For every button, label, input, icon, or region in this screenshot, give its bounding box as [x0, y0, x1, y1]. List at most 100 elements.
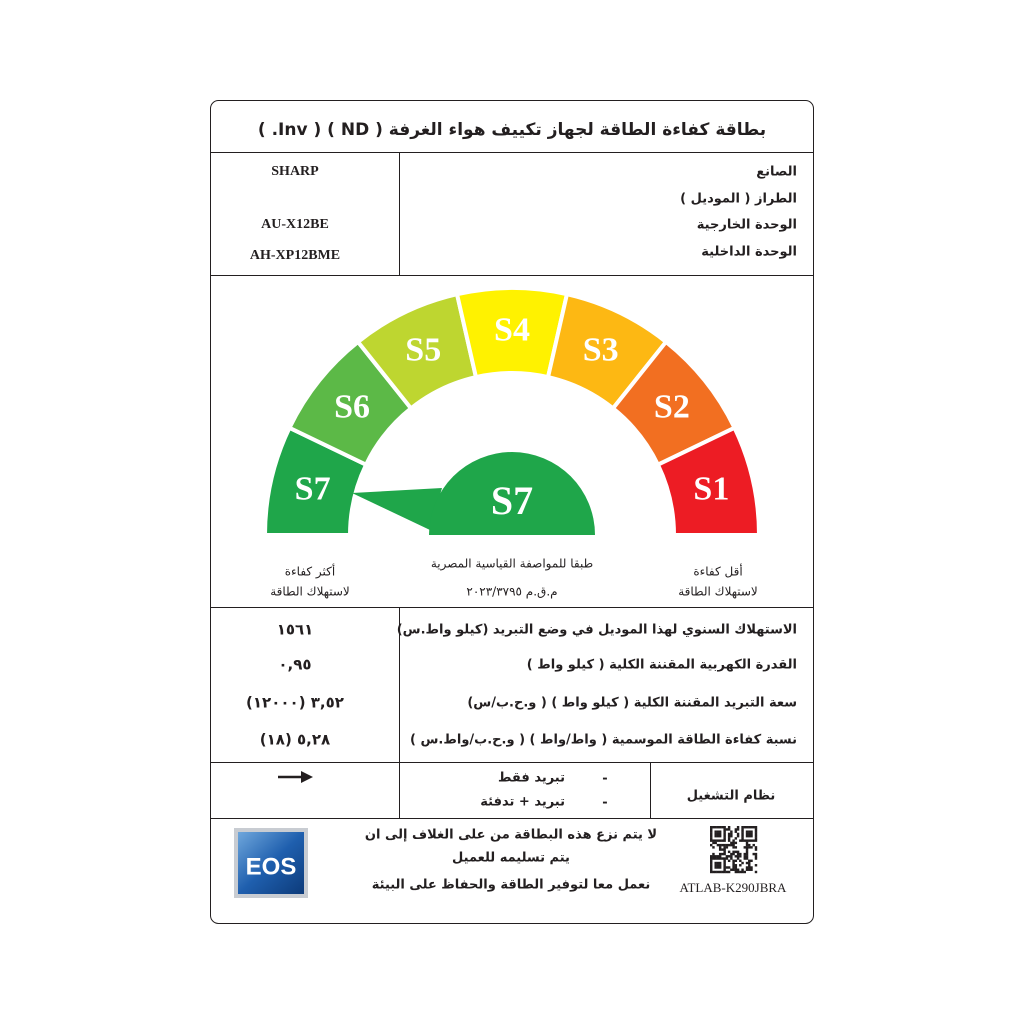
qr-module [716, 866, 720, 869]
qr-module [745, 852, 749, 856]
qr-module [723, 832, 726, 836]
option-marker: - [602, 796, 607, 811]
qr-module [732, 841, 735, 845]
qr-module [730, 834, 733, 838]
qr-module [736, 826, 740, 829]
qr-module [710, 857, 713, 860]
field-label: الصانع [756, 165, 797, 180]
scale-note: أقل كفاءة [693, 564, 742, 579]
qr-module [754, 834, 758, 838]
qr-module [736, 832, 740, 836]
qr-module [714, 841, 717, 845]
gauge-label: S5 [405, 332, 441, 369]
qr-module [750, 846, 753, 849]
qr-module [714, 864, 717, 867]
outdoor-unit: AU-X12BE [261, 217, 329, 232]
qr-module [734, 866, 738, 869]
qr-module [739, 855, 742, 858]
qr-module [730, 852, 733, 856]
qr-module [714, 834, 717, 838]
qr-module [750, 839, 753, 842]
qr-module [754, 832, 758, 836]
qr-module [730, 830, 733, 833]
gauge-label: S1 [693, 470, 729, 507]
card-border [210, 100, 814, 924]
qr-module [714, 866, 717, 869]
arrow [278, 771, 313, 783]
qr-module [748, 859, 751, 863]
qr-module [734, 850, 738, 854]
qr-module [727, 834, 731, 838]
qr-module [754, 864, 758, 867]
qr-module [741, 868, 744, 871]
manufacturer: SHARP [271, 164, 319, 179]
qr-module [718, 864, 722, 867]
qr-module [716, 857, 720, 860]
qr-module [725, 866, 729, 869]
gauge-label: S4 [494, 311, 530, 348]
qr-module [743, 846, 747, 849]
qr-module [710, 828, 713, 831]
qr-module [727, 843, 731, 847]
qr-module [718, 857, 722, 860]
qr-module [745, 868, 749, 871]
qr-module [754, 852, 758, 856]
qr-module [750, 868, 753, 871]
gauge-label: S3 [583, 332, 619, 369]
qr-module [748, 826, 751, 829]
qr-module [723, 866, 726, 869]
qr-module [736, 828, 740, 831]
qr-module [712, 841, 715, 845]
qr-module [736, 852, 740, 856]
qr-module [710, 826, 713, 829]
qr-module [736, 868, 740, 871]
qr-module [741, 834, 744, 838]
qr-module [754, 828, 758, 831]
qr-module [725, 857, 729, 860]
gauge-label: S7 [295, 470, 331, 507]
spec-label: سعة التبريد المقننة الكلية ( كيلو واط ) … [467, 696, 797, 711]
qr-module [745, 830, 749, 833]
title: بطاقة كفاءة الطاقة لجهاز تكييف هواء الغر… [258, 120, 766, 140]
qr-module [716, 870, 720, 874]
qr-module [754, 846, 758, 849]
qr-module [754, 830, 758, 833]
qr-module [730, 841, 733, 845]
qr-module [714, 857, 717, 860]
qr-module [727, 870, 731, 874]
qr-module [730, 855, 733, 858]
qr-module [741, 826, 744, 829]
qr-module [716, 834, 720, 838]
qr-module [736, 834, 740, 838]
qr-module [741, 839, 744, 842]
qr-module [712, 857, 715, 860]
qr-module [723, 837, 726, 840]
qr-module [716, 832, 720, 836]
qr-module [718, 852, 722, 856]
qr-module [743, 852, 747, 856]
rating: S7 [491, 478, 533, 523]
qr-module [748, 861, 751, 865]
scale-note: لاستهلاك الطاقة [678, 585, 758, 599]
qr-module [732, 866, 735, 869]
qr-module [712, 852, 715, 856]
qr-module [727, 839, 731, 842]
qr-module [741, 837, 744, 840]
qr-module [732, 868, 735, 871]
qr-module [754, 855, 758, 858]
qr-module [716, 830, 720, 833]
qr-module [714, 870, 717, 874]
qr-module [745, 841, 749, 845]
qr-module [710, 859, 713, 863]
notice: يتم تسليمه للعميل [452, 851, 570, 866]
qr-module [739, 864, 742, 867]
qr-module [732, 850, 735, 854]
qr-module [727, 855, 731, 858]
qr-module [718, 843, 722, 847]
qr-module [754, 837, 758, 840]
qr-module [723, 828, 726, 831]
gauge-label: S6 [334, 388, 370, 425]
qr-module [730, 857, 733, 860]
qr-module [748, 830, 751, 833]
qr-module [750, 826, 753, 829]
